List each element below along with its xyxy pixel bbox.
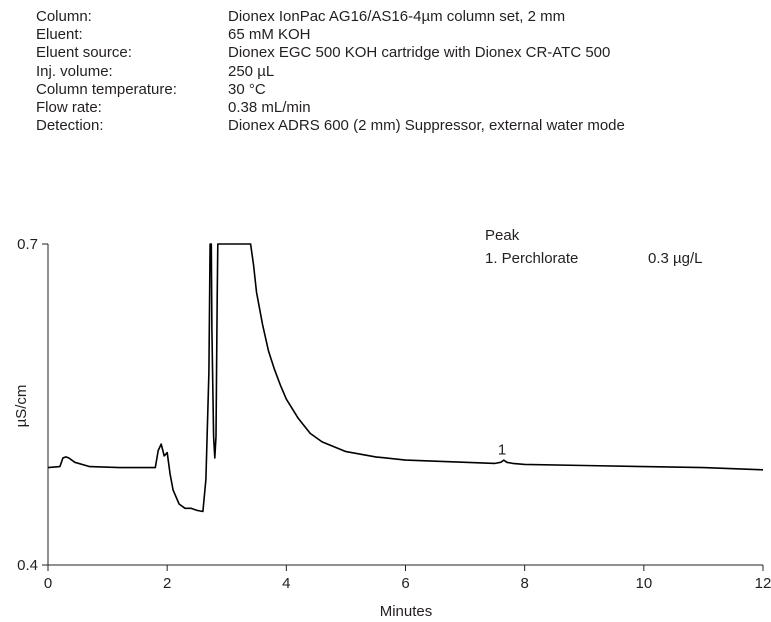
y-tick-label: 0.4	[17, 557, 38, 574]
condition-label: Eluent:	[36, 26, 83, 44]
legend-entry-value: 0.3 µg/L	[648, 250, 703, 267]
condition-value: 30 °C	[228, 80, 266, 98]
condition-row-column-temperature: Column temperature: 30 °C	[36, 81, 625, 99]
peak-label: 1	[498, 442, 506, 459]
y-tick-label: 0.7	[17, 236, 38, 253]
condition-value: Dionex ADRS 600 (2 mm) Suppressor, exter…	[228, 117, 625, 135]
y-ticks: 0.4 0.7	[17, 236, 48, 574]
legend: Peak 1. Perchlorate 0.3 µg/L	[485, 227, 703, 267]
condition-label: Column temperature:	[36, 80, 177, 98]
condition-value: 250 µL	[228, 62, 275, 80]
condition-label: Flow rate:	[36, 99, 102, 117]
condition-row-eluent: Eluent: 65 mM KOH	[36, 26, 625, 44]
x-tick-label: 0	[44, 575, 52, 592]
condition-label: Detection:	[36, 117, 104, 135]
x-tick-label: 6	[401, 575, 409, 592]
condition-value: 0.38 mL/min	[228, 99, 311, 117]
x-axis-title: Minutes	[380, 603, 433, 620]
condition-row-column: Column: Dionex IonPac AG16/AS16-4µm colu…	[36, 8, 625, 26]
condition-label: Column:	[36, 8, 92, 25]
condition-row-eluent-source: Eluent source: Dionex EGC 500 KOH cartri…	[36, 44, 625, 62]
condition-value: Dionex IonPac AG16/AS16-4µm column set, …	[228, 8, 566, 25]
chromatogram-trace	[47, 243, 764, 513]
condition-value: 65 mM KOH	[228, 26, 311, 44]
y-axis-title: µS/cm	[13, 385, 30, 428]
chromatography-conditions: Column: Dionex IonPac AG16/AS16-4µm colu…	[36, 8, 625, 135]
condition-row-flow-rate: Flow rate: 0.38 mL/min	[36, 99, 625, 117]
condition-row-detection: Detection: Dionex ADRS 600 (2 mm) Suppre…	[36, 117, 625, 135]
x-tick-label: 8	[520, 575, 528, 592]
condition-label: Eluent source:	[36, 44, 132, 62]
condition-value: Dionex EGC 500 KOH cartridge with Dionex…	[228, 44, 611, 62]
condition-label: Inj. volume:	[36, 62, 113, 80]
x-tick-label: 4	[282, 575, 290, 592]
legend-header: Peak	[485, 227, 520, 244]
x-tick-label: 10	[635, 575, 652, 592]
x-tick-label: 2	[163, 575, 171, 592]
legend-entry-label: 1. Perchlorate	[485, 250, 578, 267]
condition-row-inj-volume: Inj. volume: 250 µL	[36, 63, 625, 81]
x-tick-label: 12	[755, 575, 771, 592]
x-ticks: 0 2 4 6 8 10 12	[44, 565, 771, 592]
